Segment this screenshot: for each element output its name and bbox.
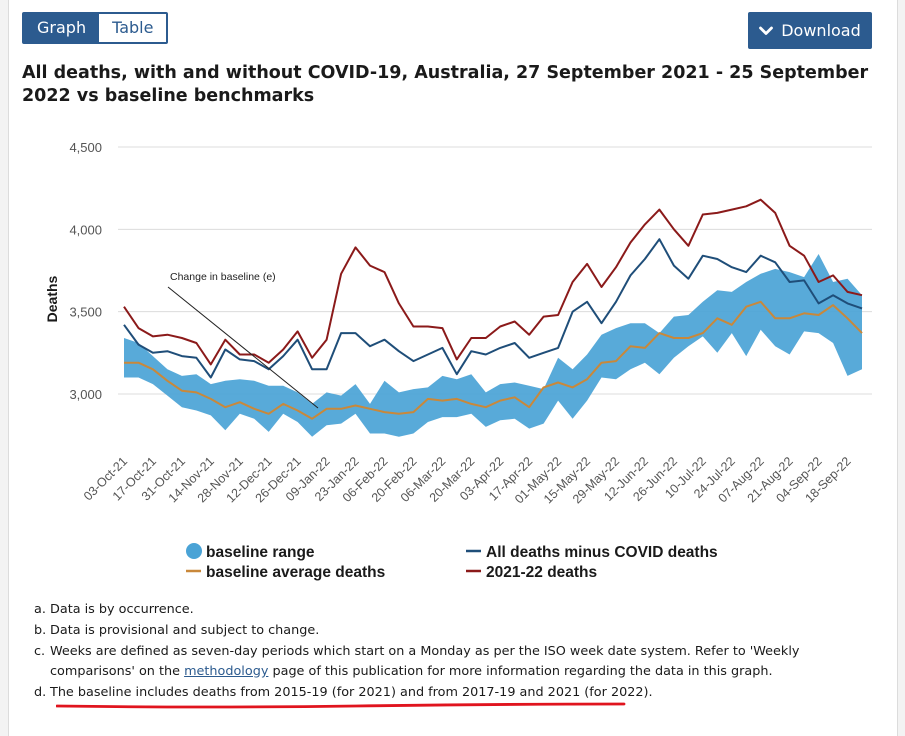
series-all-deaths-minus-covid-line (123, 238, 863, 379)
download-button[interactable]: Download (748, 12, 872, 49)
download-label: Download (781, 21, 861, 40)
y-tick-label: 3,000 (69, 387, 102, 402)
footnote-d: d. The baseline includes deaths from 2015… (34, 685, 653, 700)
series-baseline-range-area (124, 254, 862, 437)
footnotes: a. Data is by occurrence. b. Data is provi… (34, 600, 854, 704)
series-2021-22-deaths-line (123, 198, 863, 366)
y-axis-label: Deaths (44, 275, 60, 322)
legend-label-minus-covid: All deaths minus COVID deaths (486, 544, 718, 561)
chart: 3,000 3,500 4,000 4,500 Deaths Change in ba… (44, 140, 872, 581)
footnote-a: a. Data is by occurrence. (34, 602, 194, 617)
legend: baseline range baseline average deaths A… (186, 543, 718, 581)
y-tick-label: 4,500 (69, 140, 102, 155)
series (123, 198, 863, 437)
legend-label-baseline-range: baseline range (206, 544, 315, 561)
annotation: Change in baseline (e) (167, 271, 319, 409)
x-tick-labels: 03-Oct-2117-Oct-2131-Oct-2114-Nov-2128-N… (81, 454, 854, 506)
methodology-link[interactable]: methodology (184, 664, 269, 679)
annotation-label: Change in baseline (e) (170, 271, 276, 283)
red-underline-mark (56, 702, 626, 709)
legend-swatch-baseline-range (186, 543, 202, 559)
chart-title: All deaths, with and without COVID-19, A… (22, 63, 869, 106)
chevron-down-icon (759, 26, 774, 36)
legend-label-2021-22-deaths: 2021-22 deaths (486, 564, 597, 581)
view-toggle: Graph Table (22, 12, 169, 44)
y-tick-label: 4,000 (69, 222, 102, 237)
annotation-leader-line (167, 286, 319, 409)
y-tick-labels: 3,000 3,500 4,000 4,500 (69, 140, 102, 402)
footnote-c: c. Weeks are defined as seven-day periods… (34, 644, 800, 679)
legend-label-baseline-average: baseline average deaths (206, 564, 385, 581)
y-tick-label: 3,500 (69, 305, 102, 320)
series-baseline-average-line (124, 300, 863, 420)
table-tab[interactable]: Table (99, 14, 167, 42)
footnote-b: b. Data is provisional and subject to cha… (34, 623, 320, 638)
graph-tab[interactable]: Graph (24, 14, 100, 42)
